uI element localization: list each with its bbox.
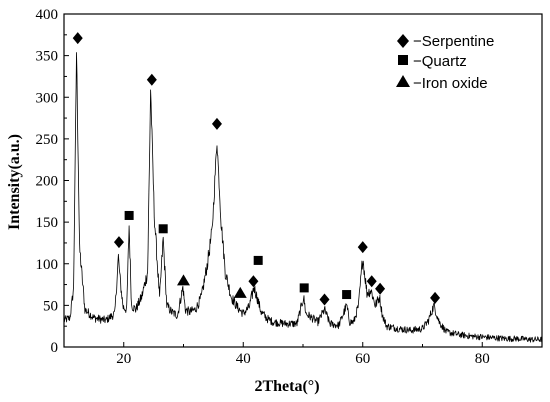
y-axis-title: Intensity(a.u.) bbox=[6, 134, 23, 230]
serpentine-diamond-marker bbox=[319, 293, 330, 306]
x-tick-label: 60 bbox=[355, 351, 370, 367]
serpentine-diamond-marker bbox=[113, 236, 124, 249]
legend-diamond-icon bbox=[397, 34, 409, 48]
serpentine-diamond-marker bbox=[248, 275, 259, 288]
quartz-square-marker bbox=[124, 210, 134, 220]
serpentine-diamond-marker bbox=[430, 291, 441, 304]
serpentine-diamond-marker bbox=[357, 241, 368, 254]
y-tick-label: 50 bbox=[43, 298, 58, 314]
y-tick-label: 200 bbox=[36, 174, 59, 190]
y-axis: 0 50 100 150 200 250 300 350 400 bbox=[36, 7, 69, 356]
serpentine-diamond-marker bbox=[375, 282, 386, 295]
y-tick-label: 300 bbox=[36, 90, 59, 106]
quartz-square-marker bbox=[299, 283, 309, 293]
quartz-square-marker bbox=[253, 255, 263, 265]
serpentine-diamond-marker bbox=[146, 73, 157, 86]
iron-oxide-triangle-marker bbox=[177, 274, 190, 286]
legend-label: −Quartz bbox=[413, 53, 467, 70]
legend: −Serpentine −Quartz −Iron oxide bbox=[396, 33, 494, 92]
serpentine-diamond-marker bbox=[211, 117, 222, 130]
x-axis-title: 2Theta(°) bbox=[254, 378, 319, 395]
iron-oxide-triangle-marker bbox=[233, 286, 247, 298]
y-tick-label: 350 bbox=[36, 49, 59, 65]
x-axis: 20 40 60 80 bbox=[63, 342, 543, 367]
legend-item-quartz: −Quartz bbox=[398, 53, 467, 70]
legend-triangle-icon bbox=[396, 75, 410, 87]
x-tick-label: 80 bbox=[475, 351, 490, 367]
legend-item-iron-oxide: −Iron oxide bbox=[396, 75, 488, 92]
y-tick-label: 150 bbox=[36, 215, 59, 231]
y-tick-label: 250 bbox=[36, 132, 59, 148]
legend-label: −Iron oxide bbox=[413, 75, 488, 92]
quartz-square-marker bbox=[158, 224, 168, 234]
xrd-series-line bbox=[63, 52, 543, 343]
plot-frame bbox=[63, 13, 543, 348]
legend-item-serpentine: −Serpentine bbox=[397, 33, 494, 50]
x-tick-label: 40 bbox=[236, 351, 251, 367]
serpentine-diamond-marker bbox=[366, 275, 377, 288]
peak-markers bbox=[72, 32, 441, 306]
x-tick-label: 20 bbox=[116, 351, 131, 367]
quartz-square-marker bbox=[342, 290, 352, 300]
plot-area bbox=[63, 52, 543, 343]
y-tick-label: 400 bbox=[36, 7, 59, 23]
serpentine-diamond-marker bbox=[72, 32, 83, 45]
legend-label: −Serpentine bbox=[413, 33, 494, 50]
legend-square-icon bbox=[398, 55, 408, 65]
y-tick-label: 100 bbox=[36, 257, 59, 273]
y-tick-label: 0 bbox=[51, 340, 59, 356]
